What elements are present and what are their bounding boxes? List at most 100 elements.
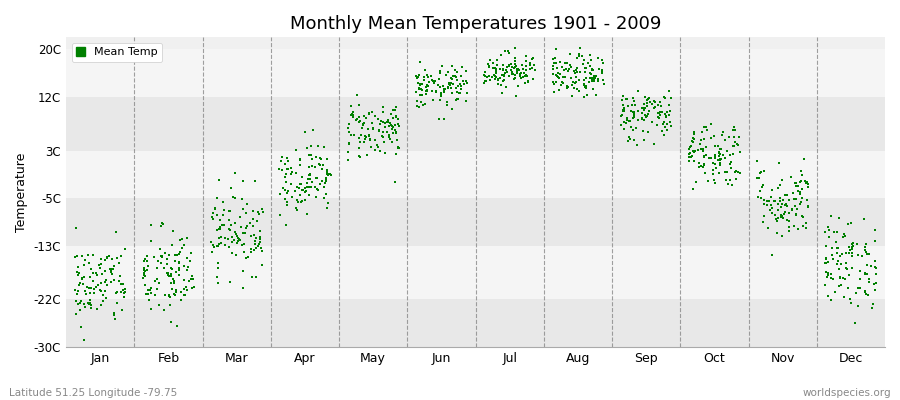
Point bbox=[768, 198, 782, 204]
Point bbox=[364, 108, 379, 115]
Point bbox=[837, 231, 851, 237]
Point bbox=[757, 200, 771, 207]
Point bbox=[545, 56, 560, 62]
Point bbox=[385, 107, 400, 113]
Point bbox=[547, 81, 562, 88]
Point bbox=[384, 110, 399, 117]
Point bbox=[225, 234, 239, 241]
Point bbox=[376, 104, 391, 110]
Point bbox=[658, 124, 672, 130]
Point bbox=[212, 260, 226, 266]
Point bbox=[418, 91, 433, 97]
Point bbox=[211, 265, 225, 271]
Point bbox=[320, 156, 334, 162]
Point bbox=[68, 254, 82, 261]
Point bbox=[704, 154, 718, 161]
Point bbox=[77, 304, 92, 310]
Point bbox=[221, 217, 236, 223]
Point bbox=[172, 237, 186, 244]
Point bbox=[353, 139, 367, 146]
Point bbox=[362, 110, 376, 117]
Point bbox=[184, 276, 198, 282]
Point bbox=[310, 185, 324, 192]
Point bbox=[723, 152, 737, 158]
Point bbox=[409, 72, 423, 79]
Point bbox=[841, 266, 855, 273]
Point bbox=[142, 286, 157, 293]
Point bbox=[478, 73, 492, 80]
Point bbox=[83, 297, 97, 304]
Point bbox=[545, 78, 560, 85]
Point bbox=[775, 212, 789, 219]
Point bbox=[214, 222, 229, 228]
Point bbox=[545, 63, 560, 69]
Point bbox=[627, 109, 642, 116]
Point bbox=[356, 139, 371, 145]
Point bbox=[720, 148, 734, 154]
Point bbox=[252, 241, 266, 247]
Point bbox=[206, 210, 220, 216]
Point bbox=[799, 225, 814, 231]
Point bbox=[356, 120, 371, 127]
Point bbox=[597, 81, 611, 87]
Point bbox=[498, 48, 512, 54]
Point bbox=[628, 124, 643, 131]
Point bbox=[764, 210, 778, 216]
Point bbox=[652, 110, 667, 116]
Point bbox=[495, 72, 509, 78]
Point bbox=[255, 248, 269, 254]
Point bbox=[700, 127, 715, 134]
Point bbox=[642, 95, 656, 102]
Point bbox=[568, 79, 582, 86]
Point bbox=[238, 230, 253, 237]
Point bbox=[717, 169, 732, 176]
Point bbox=[227, 237, 241, 243]
Point bbox=[158, 250, 172, 256]
Point bbox=[490, 62, 504, 68]
Point bbox=[778, 208, 792, 215]
Point bbox=[116, 287, 130, 293]
Point bbox=[312, 181, 327, 187]
Point bbox=[491, 76, 506, 83]
Point bbox=[453, 90, 467, 96]
Point bbox=[280, 166, 294, 173]
Point bbox=[89, 270, 104, 276]
Point bbox=[547, 89, 562, 96]
Point bbox=[557, 66, 572, 73]
Point bbox=[364, 144, 379, 150]
Point bbox=[349, 116, 364, 122]
Point bbox=[162, 273, 176, 279]
Point bbox=[72, 282, 86, 288]
Point bbox=[154, 222, 168, 229]
Point bbox=[663, 122, 678, 129]
Point bbox=[184, 250, 198, 256]
Point bbox=[577, 82, 591, 88]
Point bbox=[144, 238, 158, 244]
Point bbox=[437, 86, 452, 92]
Point bbox=[653, 112, 668, 118]
Point bbox=[138, 282, 152, 288]
Point bbox=[788, 212, 803, 218]
Point bbox=[171, 267, 185, 273]
Point bbox=[590, 76, 605, 82]
Point bbox=[792, 178, 806, 185]
Point bbox=[374, 118, 389, 124]
Point bbox=[719, 177, 733, 183]
Point bbox=[247, 232, 261, 238]
Point bbox=[616, 118, 631, 125]
Point bbox=[619, 96, 634, 102]
Point bbox=[724, 165, 739, 171]
Point bbox=[569, 74, 583, 80]
Point bbox=[552, 87, 566, 93]
Point bbox=[477, 72, 491, 78]
Point bbox=[243, 220, 257, 226]
Point bbox=[801, 203, 815, 210]
Point bbox=[140, 267, 154, 273]
Point bbox=[839, 265, 853, 271]
Point bbox=[255, 261, 269, 268]
Point bbox=[161, 270, 176, 276]
Point bbox=[751, 194, 765, 200]
Point bbox=[712, 160, 726, 166]
Point bbox=[756, 219, 770, 226]
Point bbox=[388, 178, 402, 185]
